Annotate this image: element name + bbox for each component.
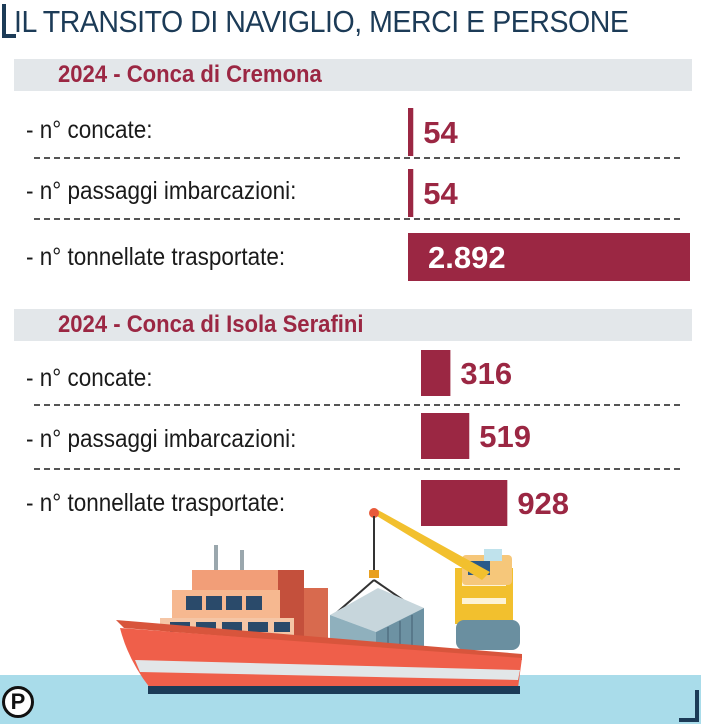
- corner-mark: [2, 34, 16, 38]
- infographic-title: IL TRANSITO DI NAVIGLIO, MERCI E PERSONE: [14, 4, 629, 39]
- ship-hull: [116, 620, 522, 694]
- bar-0-1: [408, 169, 414, 217]
- section-header-isola-serafini: [14, 309, 692, 341]
- row-divider: [34, 468, 680, 470]
- crane-icon: [333, 508, 520, 650]
- row-label: - n° passaggi imbarcazioni:: [26, 177, 297, 205]
- bar-1-1: [421, 413, 470, 459]
- bar-value-label: 316: [460, 356, 512, 391]
- row-label: - n° concate:: [26, 116, 153, 144]
- bar-value-label: 519: [479, 419, 531, 454]
- row-label: - n° concate:: [26, 364, 153, 392]
- bar-0-2: [408, 233, 690, 281]
- bar-1-0: [421, 350, 451, 396]
- publisher-logo: P: [2, 686, 34, 718]
- bar-value-label: 54: [423, 176, 458, 211]
- row-label: - n° tonnellate trasportate:: [26, 489, 286, 517]
- section-header-cremona: [14, 59, 692, 91]
- bar-value-label: 928: [517, 486, 569, 521]
- corner-mark: [2, 4, 6, 38]
- section-title-isola-serafini: 2024 - Conca di Isola Serafini: [58, 311, 364, 338]
- corner-mark: [679, 718, 699, 722]
- row-label: - n° passaggi imbarcazioni:: [26, 425, 297, 453]
- bar-1-2: [421, 480, 508, 526]
- row-divider: [34, 157, 680, 159]
- corner-mark: [695, 690, 699, 722]
- bar-0-0: [408, 108, 414, 156]
- row-divider: [34, 218, 680, 220]
- bar-value-label: 2.892: [428, 240, 506, 275]
- row-divider: [34, 404, 680, 406]
- bar-value-label: 54: [423, 115, 458, 150]
- row-label: - n° tonnellate trasportate:: [26, 243, 286, 271]
- section-title-cremona: 2024 - Conca di Cremona: [58, 61, 322, 88]
